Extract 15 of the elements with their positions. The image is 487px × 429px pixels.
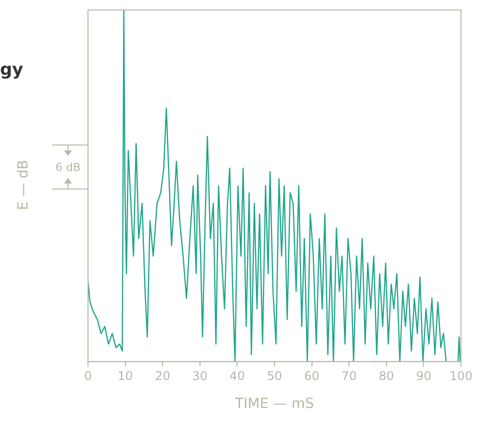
x-tick-label: 0 bbox=[84, 368, 92, 383]
x-tick-label: 100 bbox=[450, 368, 472, 383]
x-tick-label: 60 bbox=[304, 368, 320, 383]
x-tick-label: 50 bbox=[266, 368, 282, 383]
x-tick-label: 10 bbox=[118, 368, 133, 383]
text: gy bbox=[0, 60, 24, 80]
text: 6 dB bbox=[55, 160, 81, 174]
y-axis-title: E — dB bbox=[16, 160, 32, 210]
x-tick-label: 80 bbox=[378, 368, 394, 383]
x-tick-label: 90 bbox=[416, 368, 432, 383]
x-tick-label: 30 bbox=[192, 368, 208, 383]
x-tick-label: 20 bbox=[154, 368, 170, 383]
x-axis-title: TIME — mS bbox=[234, 396, 314, 412]
x-tick-label: 70 bbox=[341, 368, 357, 383]
x-tick-label: 40 bbox=[230, 368, 245, 383]
